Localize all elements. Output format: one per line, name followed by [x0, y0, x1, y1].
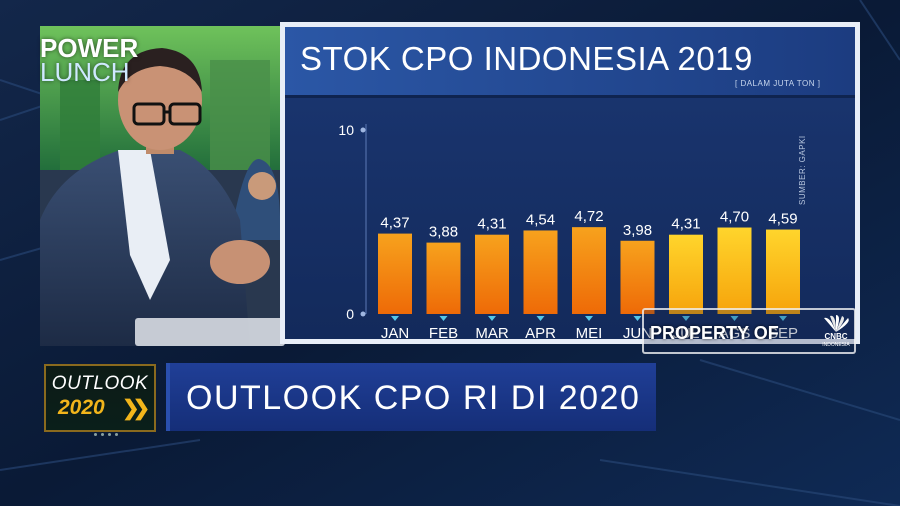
watermark-text: PROPERTY OF	[650, 323, 779, 343]
data-label: 4,31	[671, 216, 700, 233]
data-label: 4,72	[574, 208, 603, 225]
y-tick-label: 0	[346, 306, 354, 322]
y-tick-label: 10	[338, 122, 354, 138]
data-label: 4,59	[768, 211, 797, 228]
bar-mei	[572, 227, 606, 314]
peacock-icon	[824, 315, 849, 332]
property-watermark: PROPERTY OF CNBC INDONESIA	[642, 308, 856, 354]
logo-line2: LUNCH	[40, 57, 130, 87]
bar-sep	[766, 229, 800, 314]
bar-jun	[620, 240, 655, 314]
cnbc-logo: CNBC INDONESIA	[816, 314, 852, 350]
data-label: 3,98	[623, 222, 652, 239]
chart-subtitle: [ DALAM JUTA TON ]	[735, 79, 821, 88]
badge-dots	[92, 423, 120, 441]
chart-panel: 0 10 4,37 JAN 3,88 FEB 4,31 MAR 4,54 APR 4,72 MEI 3,…	[280, 22, 860, 344]
bar-mar	[475, 234, 509, 314]
headline-text: OUTLOOK CPO RI DI 2020	[186, 379, 641, 417]
x-tick-marker	[439, 316, 448, 321]
x-tick-marker	[536, 316, 545, 321]
bar-apr	[523, 230, 558, 314]
x-tick-marker	[633, 316, 642, 321]
x-tick-label: AGS	[719, 325, 751, 342]
x-tick-marker	[585, 316, 593, 321]
x-tick-label: FEB	[429, 325, 458, 342]
x-tick-label: JAN	[381, 325, 409, 342]
chevron-right-icon: ❯❯	[122, 397, 150, 420]
y-tick-mark	[360, 311, 366, 317]
x-tick-marker	[488, 316, 496, 321]
bar-jul	[669, 234, 703, 314]
bar-feb	[426, 242, 461, 314]
headline-bar: OUTLOOK CPO RI DI 2020	[166, 363, 656, 431]
x-tick-marker	[391, 316, 399, 321]
x-tick-label: MEI	[576, 325, 603, 342]
badge-line2: 2020	[58, 396, 105, 419]
x-tick-label: MAR	[475, 325, 509, 342]
source-label: SUMBER: GAPKI	[798, 135, 807, 205]
data-label: 3,88	[429, 224, 458, 241]
chart-title: STOK CPO INDONESIA 2019	[300, 40, 753, 77]
bars-group: 0 10 4,37 JAN 3,88 FEB 4,31 MAR 4,54 APR 4,72 MEI 3,…	[338, 122, 800, 342]
badge-line1: OUTLOOK	[51, 373, 149, 394]
x-tick-marker	[730, 316, 739, 321]
y-tick-mark	[360, 127, 366, 133]
bar-ags	[717, 227, 752, 314]
logo-line1: POWER	[40, 33, 139, 63]
data-label: 4,31	[477, 216, 506, 233]
data-label: 4,54	[526, 211, 555, 228]
data-label: 4,70	[720, 209, 749, 226]
x-tick-label: JUL	[673, 325, 700, 342]
x-tick-label: APR	[525, 325, 556, 342]
bar-jan	[378, 233, 412, 314]
x-tick-label: JUN	[623, 325, 652, 342]
power-lunch-logo: POWER LUNCH	[40, 33, 139, 92]
cnbc-brand-sub: INDONESIA	[822, 342, 850, 348]
x-tick-marker	[682, 316, 690, 321]
data-label: 4,37	[380, 215, 409, 232]
outlook-2020-badge: OUTLOOK 2020 ❯❯	[44, 364, 156, 436]
x-tick-marker	[779, 316, 787, 321]
cnbc-brand: CNBC	[824, 332, 848, 341]
x-tick-label: SEP	[768, 325, 798, 342]
